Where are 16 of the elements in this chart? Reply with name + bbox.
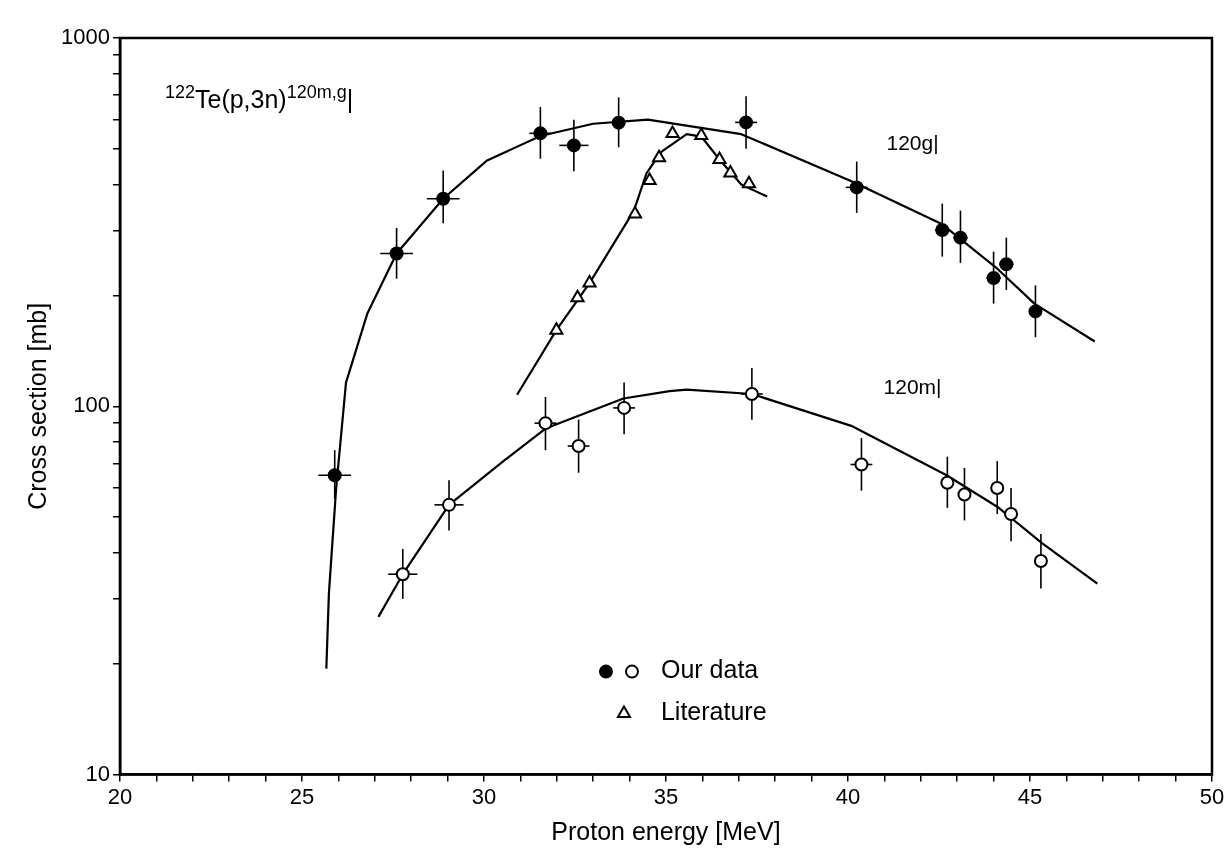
annotation: 120m| xyxy=(883,374,942,398)
y-tick-label: 100 xyxy=(73,392,110,418)
x-tick-label: 50 xyxy=(1199,783,1225,809)
annotation: 120g| xyxy=(886,130,939,154)
y-tick-label: 1000 xyxy=(60,24,110,50)
x-axis-title: Proton energy [MeV] xyxy=(551,816,781,845)
x-tick-label: 30 xyxy=(471,783,497,809)
x-tick-label: 35 xyxy=(653,783,679,809)
y-tick-label: 10 xyxy=(85,760,110,786)
x-tick-label: 40 xyxy=(835,783,861,809)
x-tick-label: 45 xyxy=(1017,783,1043,809)
x-tick-label: 25 xyxy=(289,783,315,809)
x-tick-label: 20 xyxy=(107,783,133,809)
legend-label: Literature xyxy=(660,697,767,726)
y-axis-title: Cross section [mb] xyxy=(22,302,51,510)
legend-label: Our data xyxy=(660,655,759,684)
